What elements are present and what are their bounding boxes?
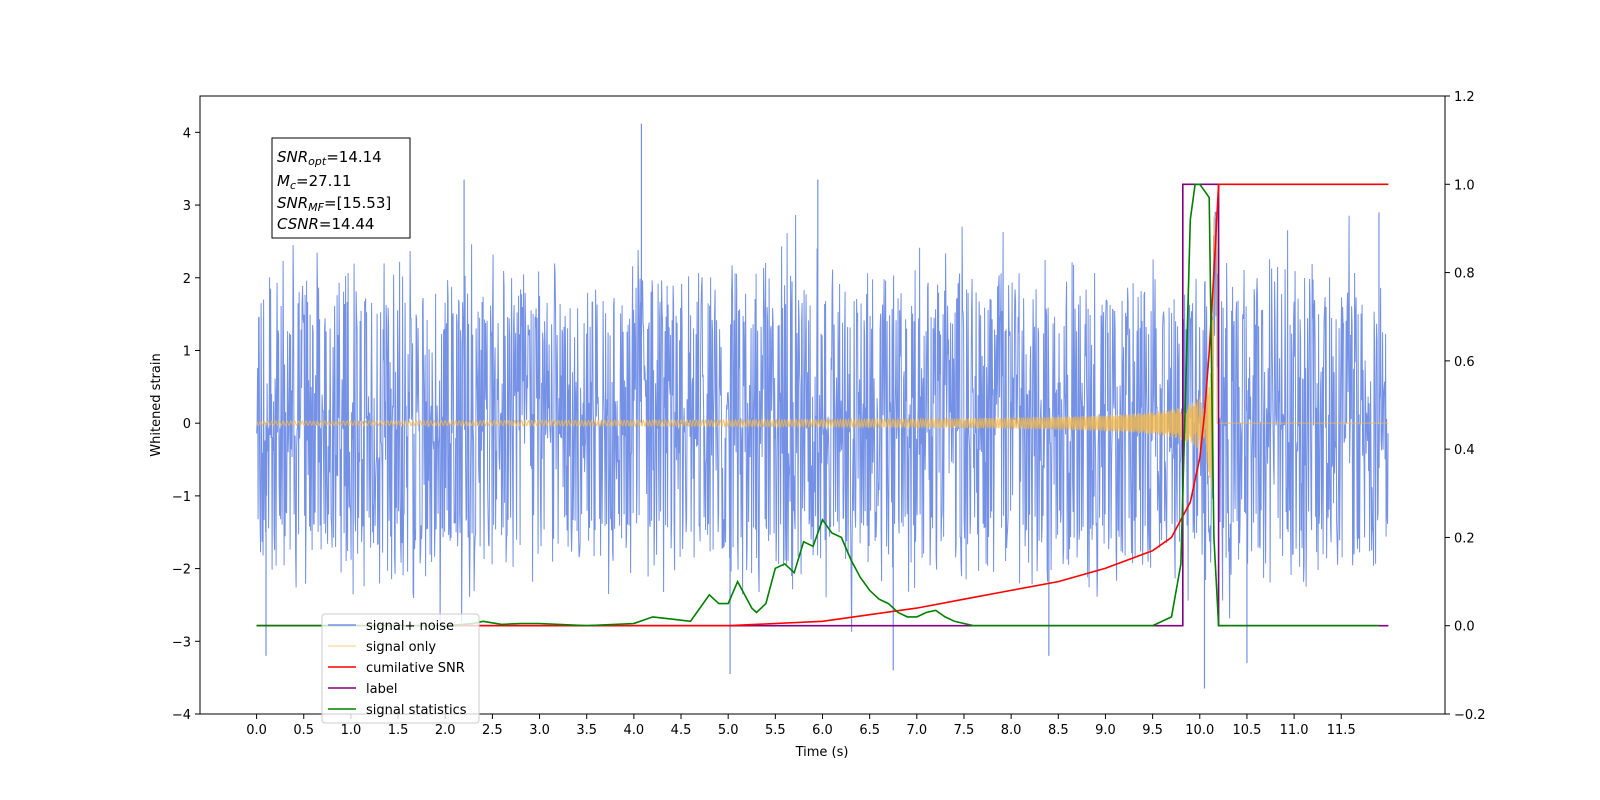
x-tick-label: 6.5 [859, 723, 880, 738]
series-layer [256, 123, 1389, 689]
x-tick-label: 8.5 [1048, 723, 1069, 738]
y2-tick-label: 0.2 [1454, 531, 1475, 546]
y-tick-label: 4 [183, 126, 191, 141]
y-axis-right: 1.2 1.0 0.8 0.6 0.4 0.2 0.0 −0.2 [1445, 90, 1486, 723]
series-signal-only [256, 216, 1389, 500]
x-tick-label: 9.0 [1095, 723, 1116, 738]
y2-tick-label: −0.2 [1454, 708, 1486, 723]
x-tick-label: 5.0 [718, 723, 739, 738]
x-tick-label: 4.0 [624, 723, 645, 738]
y2-tick-label: 1.0 [1454, 178, 1475, 193]
x-tick-label: 6.0 [812, 723, 833, 738]
y2-tick-label: 0.4 [1454, 443, 1475, 458]
x-tick-label: 7.5 [954, 723, 975, 738]
x-tick-label: 10.5 [1232, 723, 1261, 738]
y2-tick-label: 0.8 [1454, 267, 1475, 282]
series-signal-plus-noise [256, 211, 1389, 632]
y-tick-label: −3 [172, 635, 191, 650]
x-tick-label: 3.5 [576, 723, 597, 738]
annotation-box: SNRopt=14.14 Mc=27.11 SNRMF=[15.53] CSNR… [271, 137, 411, 239]
x-tick-label: 8.0 [1001, 723, 1022, 738]
series-cumulative-snr [256, 183, 1389, 627]
legend-label: signal statistics [366, 703, 467, 718]
x-tick-label: 2.5 [482, 723, 503, 738]
x-tick-label: 0.5 [293, 723, 314, 738]
x-tick-label: 0.0 [246, 723, 267, 738]
series-signal-statistics [256, 183, 1379, 627]
y2-tick-label: 0.0 [1454, 620, 1475, 635]
annotation-csnr: CSNR=14.44 [277, 215, 374, 233]
y-tick-label: −4 [172, 708, 191, 723]
y-tick-label: −2 [172, 563, 191, 578]
x-tick-label: 2.0 [435, 723, 456, 738]
x-axis-label: Time (s) [795, 745, 849, 760]
x-tick-label: 1.5 [388, 723, 409, 738]
annotation-snr-mf: SNRMF=[15.53] [277, 194, 391, 214]
x-axis: 0.0 0.5 1.0 1.5 2.0 2.5 3.0 3.5 4.0 4.5 5.0 5.5 6.0 6… [246, 714, 1356, 738]
legend: signal+ noise signal only cumilative SNR la… [321, 613, 480, 724]
x-tick-label: 3.0 [529, 723, 550, 738]
legend-label: label [366, 682, 397, 697]
legend-label: signal+ noise [366, 619, 454, 634]
y-tick-label: 1 [183, 344, 191, 359]
y-tick-label: 2 [183, 272, 191, 287]
y-tick-label: 0 [183, 417, 191, 432]
x-tick-label: 10.0 [1185, 723, 1214, 738]
x-tick-label: 11.5 [1327, 723, 1356, 738]
y-tick-label: −1 [172, 490, 191, 505]
x-tick-label: 1.0 [341, 723, 362, 738]
x-tick-label: 5.5 [765, 723, 786, 738]
x-tick-label: 9.5 [1142, 723, 1163, 738]
legend-label: cumilative SNR [366, 661, 465, 676]
legend-label: signal only [366, 640, 436, 655]
y2-tick-label: 0.6 [1454, 355, 1475, 370]
annotation-snr-opt: SNRopt=14.14 [277, 148, 382, 168]
y-tick-label: 3 [183, 199, 191, 214]
annotation-mc: Mc=27.11 [277, 172, 352, 192]
x-tick-label: 4.5 [671, 723, 692, 738]
x-tick-label: 7.0 [906, 723, 927, 738]
y2-tick-label: 1.2 [1454, 90, 1475, 105]
noise-spikes [265, 123, 1380, 689]
y-axis-left: 4 3 2 1 0 −1 −2 −3 −4 [172, 126, 200, 723]
x-tick-label: 11.0 [1280, 723, 1309, 738]
y-axis-label: Whitened strain [149, 353, 164, 456]
legend-frame [321, 613, 480, 724]
